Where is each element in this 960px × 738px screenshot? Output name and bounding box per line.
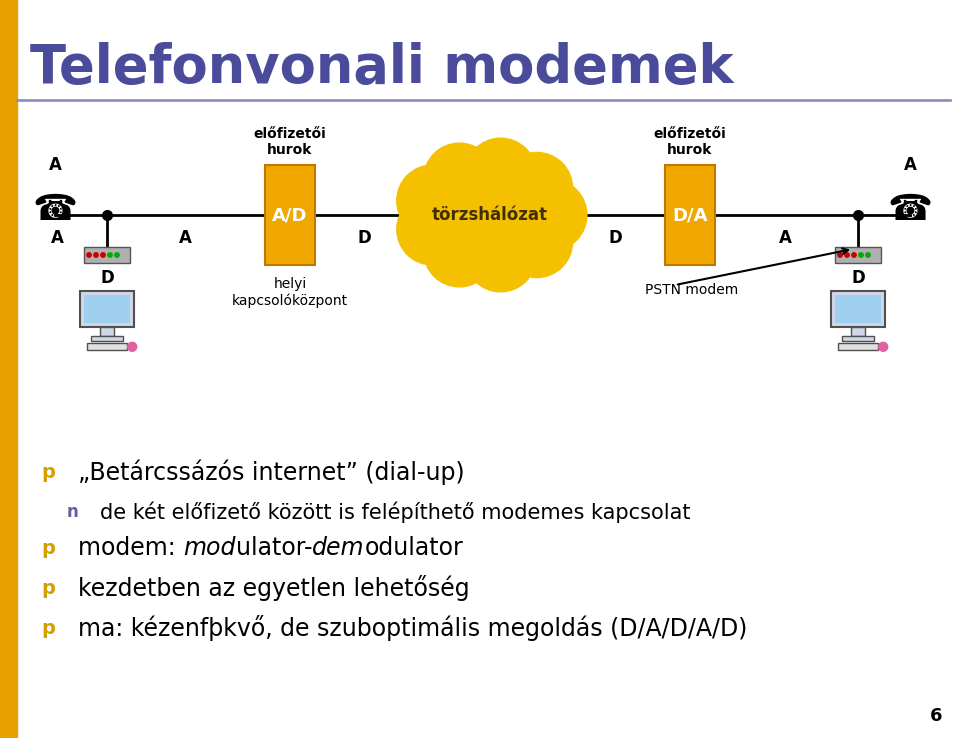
Bar — [265, 165, 315, 265]
Circle shape — [94, 253, 98, 258]
Text: ☎: ☎ — [33, 193, 78, 227]
Circle shape — [447, 173, 533, 258]
Text: ma: kézenfþkvő, de szuboptimális megoldás (D/A/D/A/D): ma: kézenfþkvő, de szuboptimális megoldá… — [78, 615, 748, 641]
Text: odulator: odulator — [365, 536, 464, 560]
Text: A/D: A/D — [273, 206, 308, 224]
Circle shape — [845, 253, 850, 258]
Bar — [838, 343, 877, 351]
Bar — [84, 247, 130, 263]
Text: mod: mod — [183, 536, 235, 560]
Text: A: A — [779, 229, 791, 247]
Text: törzshálózat: törzshálózat — [432, 206, 548, 224]
Text: ulator-: ulator- — [235, 536, 312, 560]
Bar — [831, 291, 885, 327]
Text: A: A — [179, 229, 191, 247]
Bar — [100, 327, 114, 336]
Bar — [80, 291, 134, 327]
Circle shape — [423, 215, 495, 287]
Text: n: n — [66, 503, 78, 521]
Bar — [835, 247, 881, 263]
Circle shape — [859, 253, 863, 258]
Text: A: A — [51, 229, 63, 247]
Circle shape — [501, 153, 572, 224]
Text: kezdetben az egyetlen lehetőség: kezdetben az egyetlen lehetőség — [78, 575, 469, 601]
Text: dem: dem — [312, 536, 365, 560]
Circle shape — [423, 143, 495, 215]
Circle shape — [115, 253, 119, 258]
Text: D: D — [852, 269, 865, 287]
Circle shape — [501, 206, 572, 277]
Text: előfizetői
hurok: előfizetői hurok — [654, 127, 727, 157]
Circle shape — [866, 253, 870, 258]
Text: p: p — [41, 463, 55, 481]
Bar — [91, 336, 123, 340]
Text: p: p — [41, 579, 55, 598]
Text: helyi
kapcsolóközpont: helyi kapcsolóközpont — [232, 277, 348, 308]
Text: Telefonvonali modemek: Telefonvonali modemek — [30, 42, 733, 94]
Circle shape — [86, 253, 91, 258]
Text: PSTN modem: PSTN modem — [645, 283, 738, 297]
Circle shape — [878, 342, 888, 351]
Bar — [84, 294, 131, 323]
Text: D: D — [609, 229, 623, 247]
Bar — [665, 165, 715, 265]
Bar — [842, 336, 875, 340]
Text: 6: 6 — [929, 707, 942, 725]
Bar — [834, 294, 881, 323]
Circle shape — [465, 221, 537, 292]
Circle shape — [101, 253, 106, 258]
Text: D/A: D/A — [672, 206, 708, 224]
Text: „Betárcssázós internet” (dial-up): „Betárcssázós internet” (dial-up) — [78, 459, 465, 485]
Circle shape — [108, 253, 112, 258]
Text: előfizetői
hurok: előfizetői hurok — [253, 127, 326, 157]
Text: p: p — [41, 539, 55, 557]
Circle shape — [852, 253, 856, 258]
Circle shape — [838, 253, 842, 258]
Bar — [87, 343, 127, 351]
Circle shape — [465, 138, 537, 210]
Text: A: A — [903, 156, 917, 174]
Bar — [0, 0, 17, 738]
Circle shape — [128, 342, 136, 351]
Text: modem:: modem: — [78, 536, 183, 560]
Text: D: D — [100, 269, 114, 287]
Text: de két előfizető között is felépíthető modemes kapcsolat: de két előfizető között is felépíthető m… — [100, 501, 690, 523]
Text: ☎: ☎ — [887, 193, 932, 227]
Text: D: D — [357, 229, 372, 247]
Circle shape — [396, 193, 468, 265]
Bar — [851, 327, 865, 336]
Text: A: A — [49, 156, 61, 174]
Text: p: p — [41, 618, 55, 638]
Circle shape — [396, 165, 468, 236]
Circle shape — [516, 179, 587, 251]
